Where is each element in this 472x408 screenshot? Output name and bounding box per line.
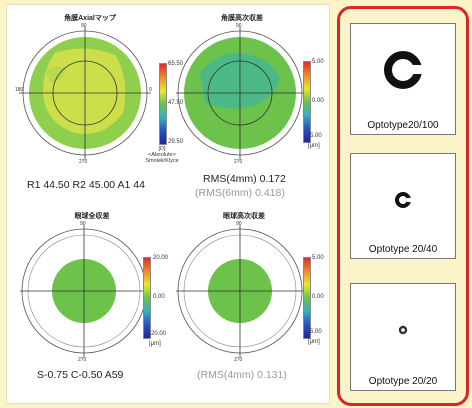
scale-tick: 0.00 [312, 294, 324, 300]
svg-text:0: 0 [149, 87, 152, 93]
optotype-panel: Optotype20/100 Optotype 20/40 Optotype 2… [337, 6, 469, 406]
scale-tick: 29.50 [168, 139, 184, 145]
scale-tick: 0.00 [312, 98, 324, 104]
scale-tick: -20.00 [149, 331, 167, 337]
corneal-hoa-color-scale [303, 61, 311, 143]
ocular-hoa-rms4: (RMS(4mm) 0.131) [197, 369, 287, 381]
optotype-20-40[interactable]: Optotype 20/40 [350, 153, 456, 259]
ocular-hoa-color-scale [303, 257, 311, 339]
axial-color-scale [159, 63, 167, 145]
scale-unit: [μm] [149, 341, 161, 347]
ocular-total-title: 眼球全収差 [74, 213, 110, 220]
scale-tick: 47.50 [168, 100, 184, 106]
ocular-total-readout: S-0.75 C-0.50 A59 [37, 369, 124, 381]
axial-readout: R1 44.50 R2 45.00 A1 44 [27, 179, 145, 191]
svg-text:90: 90 [80, 221, 86, 227]
landolt-c-large-icon [384, 51, 427, 89]
svg-text:90: 90 [81, 23, 87, 29]
scale-unit: [μm] [308, 339, 320, 345]
ocular-hoa-title: 眼球高次収差 [223, 213, 265, 220]
svg-text:270: 270 [79, 159, 88, 163]
ocular-total-color-scale [143, 257, 151, 339]
corneal-rms6: (RMS(6mm) 0.418) [195, 187, 285, 199]
optotype-label: Optotype 20/40 [368, 244, 438, 255]
ocular-total-map[interactable]: 90 270 [19, 221, 149, 361]
svg-text:180: 180 [15, 87, 24, 93]
scale-tick: -5.00 [308, 133, 322, 139]
scale-tick: 65.50 [168, 61, 184, 67]
svg-text:90: 90 [236, 23, 242, 29]
svg-text:270: 270 [78, 357, 87, 361]
scale-tick: -5.00 [308, 329, 322, 335]
landolt-c-small-icon [398, 325, 408, 335]
optotype-20-100[interactable]: Optotype20/100 [350, 23, 456, 135]
ocular-hoa-map[interactable]: 90 270 [175, 221, 305, 361]
axial-map-title: 角膜Axialマップ [64, 15, 116, 22]
svg-text:270: 270 [234, 357, 243, 361]
scale-tick: 5.00 [312, 255, 324, 261]
scale-tick: 0.00 [153, 294, 165, 300]
scale-tick: 5.00 [312, 59, 324, 65]
optotype-label: Optotype20/100 [367, 120, 439, 131]
svg-text:270: 270 [234, 159, 243, 163]
corneal-rms4: RMS(4mm) 0.172 [203, 173, 286, 185]
svg-text:90: 90 [236, 221, 242, 227]
optotype-label: Optotype 20/20 [368, 376, 438, 387]
optotype-20-20[interactable]: Optotype 20/20 [350, 283, 456, 391]
corneal-hoa-map[interactable]: 90 270 [175, 23, 305, 163]
analysis-panel: 角膜Axialマップ 90 270 180 0 65.50 47.50 29.5… [6, 4, 330, 404]
landolt-c-medium-icon [395, 192, 413, 208]
axial-caption: [D] <Absolute> Smolek/Klyce [145, 146, 179, 164]
axial-map[interactable]: 90 270 180 0 [15, 23, 155, 163]
corneal-hoa-title: 角膜高次収差 [221, 15, 263, 22]
scale-unit: [μm] [308, 143, 320, 149]
scale-tick: 20.00 [153, 255, 169, 261]
